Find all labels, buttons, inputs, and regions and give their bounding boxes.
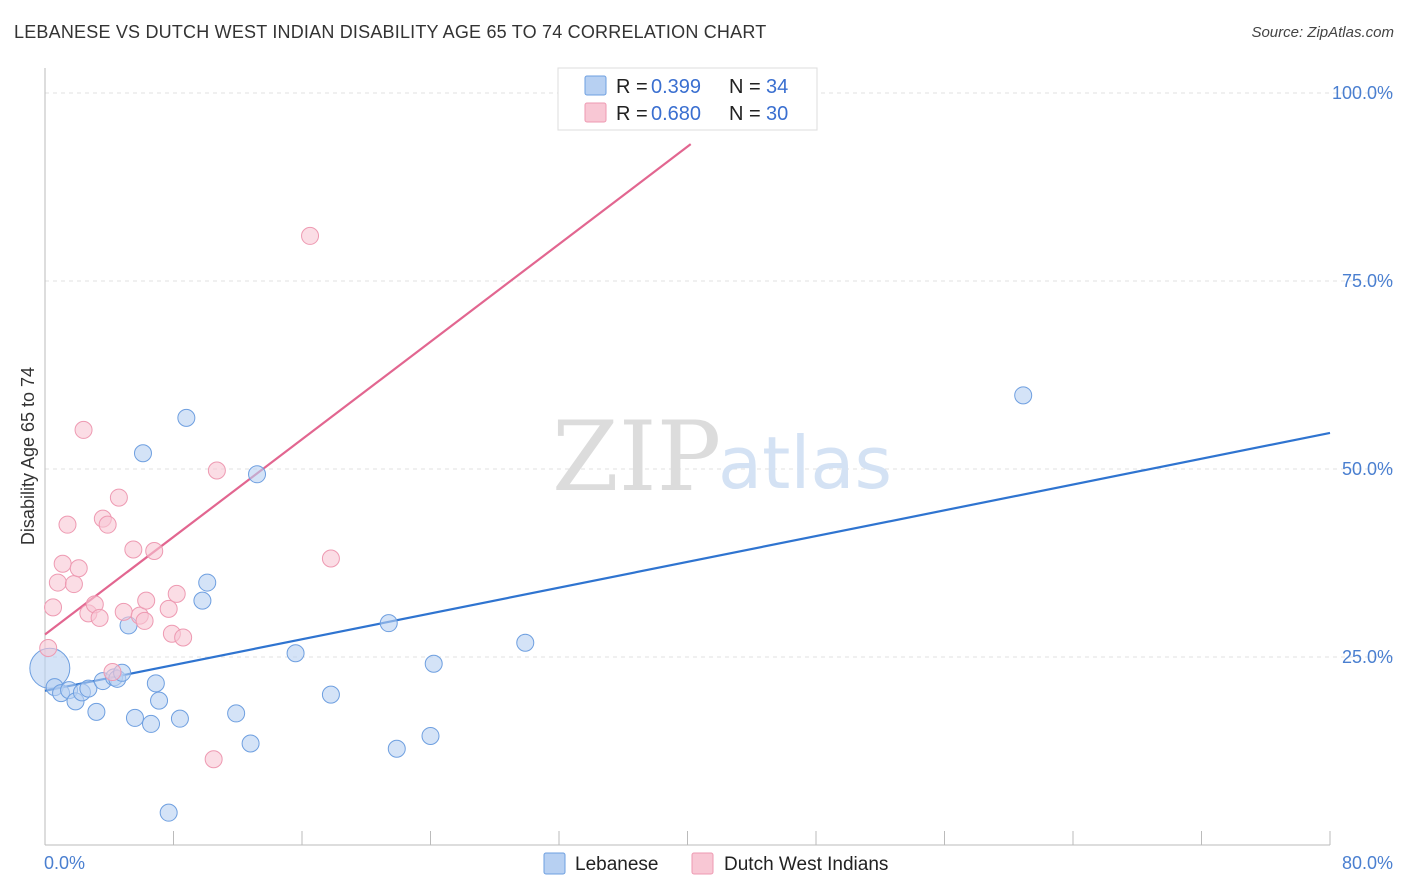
data-points (29, 226, 1033, 822)
point-dutch-west-indians-5 (64, 575, 83, 594)
legend-r-label-dutch-west-indians: R = (616, 103, 648, 125)
point-lebanese-24 (241, 734, 260, 753)
legend-n-value-lebanese: 34 (766, 76, 788, 98)
stats-legend: R = 0.399 N = 34 R = 0.680 N = 30 (557, 67, 818, 131)
point-lebanese-16 (146, 674, 165, 693)
point-lebanese-29 (387, 739, 406, 758)
source-label: Source: ZipAtlas.com (1251, 24, 1394, 41)
point-lebanese-26 (286, 644, 305, 663)
point-dutch-west-indians-25 (204, 750, 223, 769)
point-dutch-west-indians-18 (135, 611, 154, 630)
point-lebanese-7 (87, 702, 106, 721)
legend-n-label-dutch-west-indians: N = (729, 103, 761, 125)
y-tick-label-1: 50.0% (1342, 459, 1393, 479)
legend-r-label-lebanese: R = (616, 76, 648, 98)
legend-n-label-lebanese: N = (729, 76, 761, 98)
x-tick-label-1: 80.0% (1342, 853, 1393, 873)
point-lebanese-15 (142, 714, 161, 733)
point-dutch-west-indians-13 (103, 663, 122, 682)
y-tick-labels: 25.0% 50.0% 75.0% 100.0% (1332, 83, 1393, 667)
point-lebanese-19 (170, 709, 189, 728)
x-tick-label-0: 0.0% (44, 853, 85, 873)
y-tick-label-2: 75.0% (1342, 271, 1393, 291)
point-dutch-west-indians-4 (58, 515, 77, 534)
point-lebanese-18 (159, 803, 178, 822)
y-tick-label-0: 25.0% (1342, 647, 1393, 667)
trend-line-lebanese (44, 431, 1331, 692)
point-lebanese-14 (133, 444, 152, 463)
point-dutch-west-indians-28 (321, 549, 340, 568)
point-lebanese-22 (198, 573, 217, 592)
point-dutch-west-indians-3 (53, 554, 72, 573)
point-dutch-west-indians-19 (137, 591, 156, 610)
series-legend: Lebanese Dutch West Indians (543, 852, 888, 875)
point-dutch-west-indians-0 (39, 638, 58, 657)
legend-r-value-dutch-west-indians: 0.680 (651, 103, 701, 125)
point-lebanese-13 (125, 708, 144, 727)
series-legend-label-dutch-west-indians: Dutch West Indians (724, 854, 888, 875)
point-lebanese-32 (516, 633, 535, 652)
point-lebanese-20 (177, 408, 196, 427)
point-dutch-west-indians-2 (48, 573, 67, 592)
x-tick-labels: 0.0% 80.0% (44, 853, 1393, 873)
trend-line-dutch-west-indians (44, 143, 692, 636)
series-legend-swatch-lebanese (543, 852, 566, 875)
point-dutch-west-indians-10 (90, 608, 109, 627)
point-lebanese-23 (227, 704, 246, 723)
series-legend-swatch-dutch-west-indians (691, 852, 714, 875)
watermark: ZIP atlas (552, 401, 892, 513)
legend-n-value-dutch-west-indians: 30 (766, 103, 788, 125)
point-lebanese-27 (321, 685, 340, 704)
point-lebanese-6 (79, 679, 98, 698)
point-dutch-west-indians-1 (44, 598, 63, 617)
point-dutch-west-indians-6 (69, 559, 88, 578)
legend-r-value-lebanese: 0.399 (651, 76, 701, 98)
series-legend-label-lebanese: Lebanese (575, 854, 658, 875)
point-lebanese-25 (248, 465, 267, 484)
point-dutch-west-indians-26 (207, 461, 226, 480)
point-lebanese-30 (421, 726, 440, 745)
point-dutch-west-indians-20 (145, 541, 164, 560)
watermark-zip: ZIP (552, 401, 721, 513)
watermark-atlas: atlas (718, 421, 892, 505)
point-lebanese-21 (193, 591, 212, 610)
legend-swatch-lebanese (584, 75, 607, 96)
axes (44, 68, 1331, 846)
point-dutch-west-indians-14 (109, 488, 128, 507)
legend-swatch-dutch-west-indians (584, 102, 607, 123)
point-lebanese-17 (150, 691, 169, 710)
point-lebanese-31 (424, 654, 443, 673)
point-dutch-west-indians-27 (301, 226, 320, 245)
point-dutch-west-indians-16 (124, 540, 143, 559)
point-dutch-west-indians-12 (98, 515, 117, 534)
y-tick-label-3: 100.0% (1332, 83, 1393, 103)
point-lebanese-28 (379, 614, 398, 633)
chart-title: LEBANESE VS DUTCH WEST INDIAN DISABILITY… (14, 22, 767, 42)
y-axis-label: Disability Age 65 to 74 (18, 367, 38, 545)
point-dutch-west-indians-7 (74, 420, 93, 439)
grid-lines (45, 92, 1394, 658)
point-dutch-west-indians-15 (114, 602, 133, 621)
point-lebanese-33 (1014, 386, 1033, 405)
point-dutch-west-indians-21 (159, 599, 178, 618)
point-dutch-west-indians-24 (174, 628, 193, 647)
point-dutch-west-indians-23 (167, 584, 186, 603)
